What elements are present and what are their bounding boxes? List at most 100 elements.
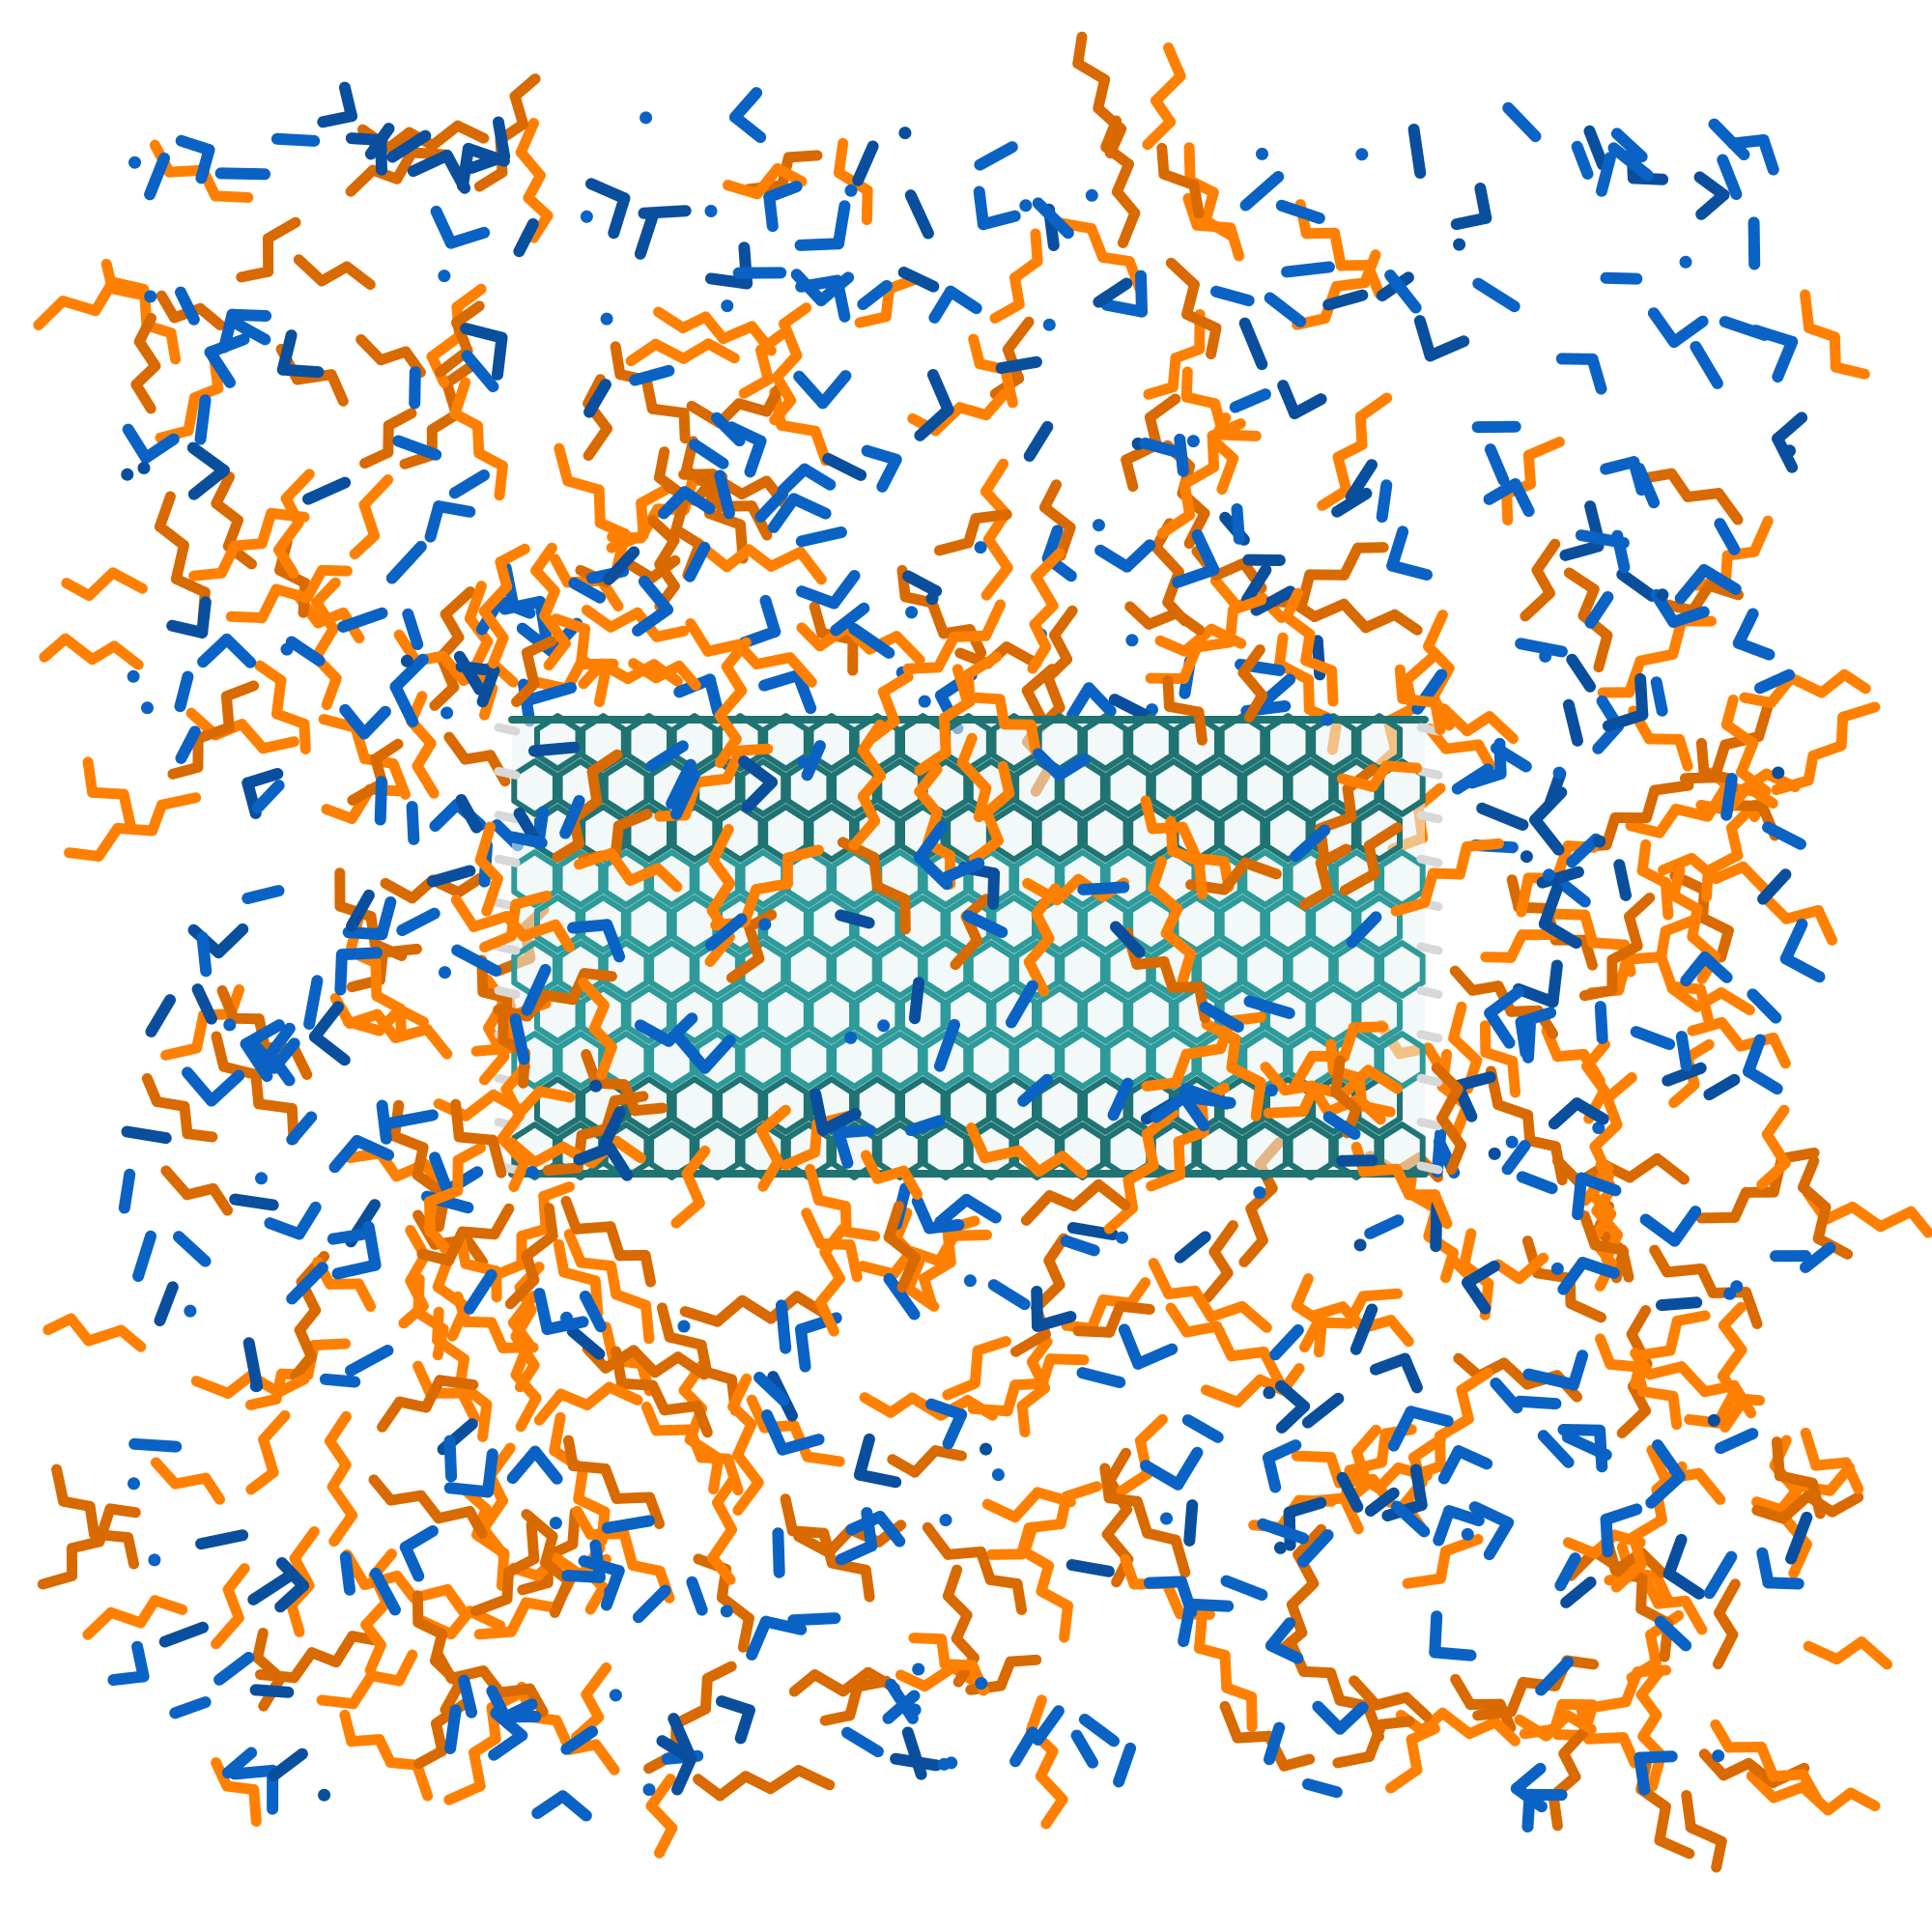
orange-molecule bbox=[860, 1150, 923, 1200]
orange-molecule bbox=[1578, 893, 1656, 1002]
blue-molecule bbox=[974, 141, 1018, 171]
blue-molecule bbox=[1093, 519, 1105, 532]
orange-molecule bbox=[293, 254, 376, 290]
orange-molecule bbox=[416, 1203, 515, 1266]
orange-molecule bbox=[412, 1590, 466, 1716]
blue-molecule bbox=[1060, 1235, 1100, 1257]
orange-molecule bbox=[1349, 1675, 1433, 1722]
blue-molecule bbox=[604, 1585, 617, 1599]
orange-molecule bbox=[653, 306, 777, 356]
blue-molecule bbox=[1468, 1501, 1515, 1561]
blue-molecule bbox=[1634, 1750, 1678, 1796]
orange-molecule bbox=[1072, 1300, 1155, 1338]
orange-molecule bbox=[51, 1463, 139, 1570]
orange-molecule bbox=[1390, 838, 1504, 917]
blue-molecule bbox=[424, 500, 476, 543]
orange-molecule bbox=[887, 1445, 967, 1478]
blue-molecule bbox=[677, 1320, 691, 1333]
blue-molecule bbox=[720, 1605, 733, 1618]
blue-molecule bbox=[1345, 459, 1378, 503]
blue-molecule bbox=[457, 142, 510, 192]
blue-molecule bbox=[758, 669, 817, 715]
blue-molecule bbox=[376, 1099, 392, 1145]
blue-molecule bbox=[1281, 261, 1335, 278]
blue-molecule bbox=[1613, 859, 1632, 901]
blue-molecule bbox=[1210, 285, 1255, 307]
blue-molecule bbox=[689, 439, 729, 469]
blue-molecule bbox=[1264, 1721, 1286, 1766]
blue-molecule bbox=[533, 1288, 589, 1335]
blue-molecule bbox=[409, 366, 421, 410]
orange-molecule bbox=[225, 564, 353, 623]
orange-molecule bbox=[1027, 548, 1065, 674]
blue-molecule bbox=[242, 1337, 264, 1392]
blue-molecule bbox=[822, 452, 867, 481]
orange-molecule bbox=[339, 1709, 434, 1802]
solvent-layer-back bbox=[33, 31, 1932, 1873]
hydrogen-cap-left bbox=[494, 942, 521, 955]
orange-molecule bbox=[1514, 1710, 1597, 1742]
blue-molecule bbox=[1756, 1547, 1804, 1590]
blue-molecule bbox=[729, 87, 767, 144]
orange-molecule bbox=[1103, 1108, 1179, 1235]
blue-molecule bbox=[121, 1125, 172, 1145]
blue-molecule bbox=[128, 1437, 183, 1453]
blue-molecule bbox=[1703, 1550, 1738, 1600]
orange-molecule bbox=[780, 1493, 875, 1603]
orange-molecule bbox=[1636, 838, 1674, 921]
blue-molecule bbox=[901, 1726, 927, 1780]
orange-molecule bbox=[1317, 392, 1393, 511]
blue-molecule bbox=[716, 1695, 755, 1745]
blue-molecule bbox=[339, 703, 391, 740]
orange-molecule bbox=[377, 1375, 479, 1433]
blue-molecule bbox=[933, 1018, 960, 1072]
hydrogen-cap-right bbox=[1416, 854, 1443, 867]
blue-molecule bbox=[460, 323, 508, 381]
hydrogen-cap-right bbox=[1416, 942, 1443, 955]
orange-molecule bbox=[155, 352, 224, 443]
orange-molecule bbox=[504, 1203, 558, 1310]
blue-molecule bbox=[364, 123, 395, 160]
blue-molecule bbox=[1715, 1428, 1759, 1455]
orange-molecule bbox=[188, 507, 310, 582]
orange-molecule bbox=[1658, 853, 1770, 894]
orange-molecule bbox=[1165, 257, 1222, 359]
blue-molecule bbox=[1322, 289, 1369, 311]
blue-molecule bbox=[173, 1231, 212, 1267]
blue-molecule bbox=[182, 1066, 245, 1107]
blue-molecule bbox=[247, 1569, 297, 1605]
blue-molecule bbox=[1484, 985, 1524, 1049]
orange-molecule bbox=[805, 1163, 881, 1242]
blue-molecule bbox=[128, 1477, 140, 1491]
orange-molecule bbox=[424, 1142, 486, 1238]
orange-molecule bbox=[211, 1563, 250, 1650]
blue-molecule bbox=[629, 364, 675, 386]
orange-molecule bbox=[788, 1666, 901, 1697]
blue-molecule bbox=[1707, 1413, 1720, 1427]
blue-molecule bbox=[796, 570, 861, 610]
blue-molecule bbox=[1712, 1749, 1725, 1763]
blue-molecule bbox=[1501, 1140, 1531, 1176]
blue-molecule bbox=[1433, 1505, 1485, 1547]
blue-molecule bbox=[1322, 1111, 1361, 1140]
blue-molecule bbox=[1238, 317, 1268, 371]
blue-molecule bbox=[841, 1726, 884, 1758]
orange-molecule bbox=[985, 1481, 1102, 1560]
blue-molecule bbox=[987, 1279, 1031, 1311]
blue-molecule bbox=[1552, 766, 1566, 780]
blue-molecule bbox=[1066, 682, 1117, 722]
orange-molecule bbox=[914, 651, 1002, 776]
blue-molecule bbox=[1256, 147, 1268, 160]
orange-molecule bbox=[989, 228, 1043, 324]
blue-molecule bbox=[1076, 1367, 1126, 1388]
blue-molecule bbox=[249, 1684, 295, 1698]
blue-molecule bbox=[1263, 1439, 1302, 1493]
blue-molecule bbox=[197, 633, 257, 668]
blue-molecule bbox=[1118, 1323, 1179, 1370]
blue-molecule bbox=[1514, 1395, 1562, 1410]
blue-molecule bbox=[905, 606, 919, 619]
blue-molecule bbox=[794, 200, 851, 251]
blue-molecule bbox=[169, 1696, 212, 1719]
orange-molecule bbox=[1298, 843, 1352, 911]
blue-molecule bbox=[772, 1527, 785, 1578]
